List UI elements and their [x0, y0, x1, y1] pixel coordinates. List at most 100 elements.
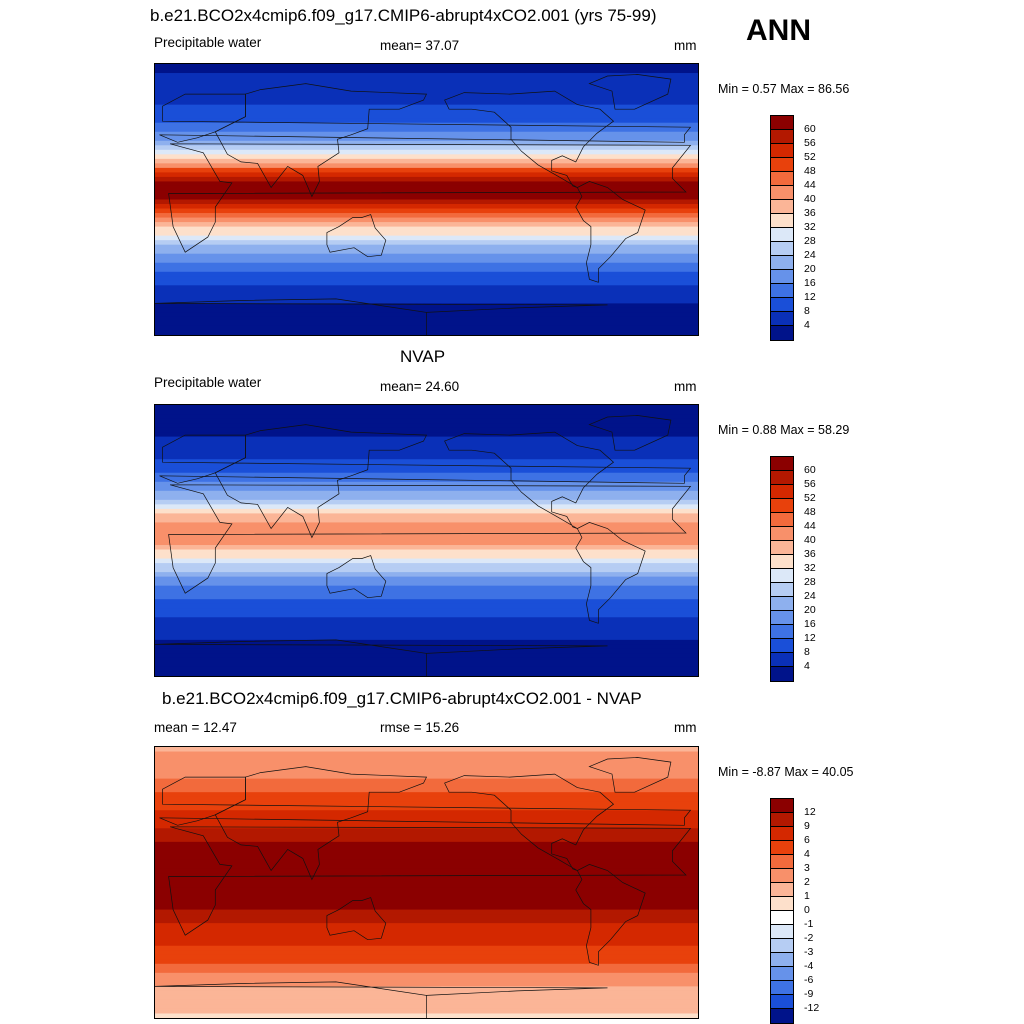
panel-model-units: mm	[674, 38, 697, 53]
colorbar-box	[771, 144, 793, 158]
zonal-band	[155, 222, 698, 228]
zonal-band	[155, 405, 698, 411]
zonal-band	[155, 104, 698, 110]
colorbar-box	[771, 485, 793, 499]
coastline	[155, 298, 608, 335]
zonal-band	[155, 276, 698, 282]
zonal-band	[155, 294, 698, 300]
zonal-band	[155, 599, 698, 605]
colorbar-box	[771, 925, 793, 939]
panel-model-mean: mean= 37.07	[380, 38, 460, 53]
colorbar-label: 4	[804, 660, 810, 672]
colorbar-label: 48	[804, 165, 816, 177]
zonal-band	[155, 810, 698, 816]
colorbar-box	[771, 967, 793, 981]
zonal-band	[155, 280, 698, 286]
colorbar-label: 8	[804, 646, 810, 658]
zonal-band	[155, 887, 698, 893]
zonal-band	[155, 751, 698, 757]
zonal-band	[155, 499, 698, 505]
zonal-band	[155, 535, 698, 542]
panel-diff-map	[154, 746, 699, 1019]
zonal-band	[155, 558, 698, 564]
zonal-band	[155, 100, 698, 106]
zonal-band	[155, 490, 698, 496]
colorbar-box	[771, 457, 793, 471]
colorbar-label: 36	[804, 548, 816, 560]
zonal-band	[155, 244, 698, 250]
colorbar-box	[771, 116, 793, 130]
zonal-band	[155, 258, 698, 264]
colorbar-box	[771, 228, 793, 242]
colorbar-box	[771, 499, 793, 513]
zonal-band	[155, 127, 698, 133]
zonal-band	[155, 832, 698, 838]
colorbar-box	[771, 172, 793, 186]
zonal-band	[155, 990, 698, 997]
colorbar-box	[771, 799, 793, 813]
zonal-band	[155, 459, 698, 465]
zonal-band	[155, 626, 698, 632]
zonal-band	[155, 603, 698, 609]
zonal-band	[155, 941, 698, 947]
zonal-band	[155, 441, 698, 447]
zonal-band	[155, 231, 698, 237]
zonal-band	[155, 253, 698, 259]
zonal-band	[155, 612, 698, 618]
zonal-band	[155, 64, 698, 70]
zonal-band	[155, 526, 698, 533]
panel-diff-rmse: rmse = 15.26	[380, 720, 460, 735]
zonal-band	[155, 68, 698, 74]
colorbar-label: 16	[804, 618, 816, 630]
zonal-band	[155, 86, 698, 92]
zonal-band	[155, 285, 698, 291]
colorbar-box	[771, 827, 793, 841]
colorbar-label: 24	[804, 590, 816, 602]
coastline	[575, 522, 646, 624]
zonal-band	[155, 513, 698, 519]
zonal-band	[155, 423, 698, 429]
zonal-band	[155, 73, 698, 79]
zonal-band	[155, 846, 698, 852]
zonal-band	[155, 307, 698, 314]
zonal-band	[155, 774, 698, 780]
coastline	[588, 757, 672, 793]
zonal-band	[155, 769, 698, 775]
colorbar-label: 60	[804, 464, 816, 476]
zonal-band	[155, 617, 698, 623]
colorbar-label: -9	[804, 988, 814, 1000]
colorbar-label: -4	[804, 960, 814, 972]
colorbar-label: -6	[804, 974, 814, 986]
zonal-band	[155, 217, 698, 223]
zonal-band	[155, 226, 698, 232]
zonal-band	[155, 109, 698, 115]
colorbar-label: 2	[804, 876, 810, 888]
colorbar-label: 20	[804, 604, 816, 616]
zonal-band	[155, 213, 698, 219]
colorbar-box	[771, 611, 793, 625]
colorbar-label: -2	[804, 932, 814, 944]
coastline	[588, 74, 672, 110]
zonal-band	[155, 927, 698, 933]
zonal-band	[155, 414, 698, 420]
colorbar-label: 20	[804, 263, 816, 275]
zonal-band	[155, 981, 698, 987]
zonal-band	[155, 122, 698, 128]
colorbar-box	[771, 653, 793, 667]
colorbar-box	[771, 298, 793, 312]
season-label: ANN	[746, 14, 811, 47]
colorbar-box	[771, 667, 793, 681]
coastline	[168, 143, 692, 253]
zonal-band	[155, 954, 698, 960]
zonal-band	[155, 567, 698, 573]
colorbar-box	[771, 855, 793, 869]
zonal-band	[155, 271, 698, 277]
zonal-band	[155, 185, 698, 192]
colorbar-label: 32	[804, 221, 816, 233]
colorbar-box	[771, 158, 793, 172]
zonal-band	[155, 454, 698, 460]
zonal-band	[155, 909, 698, 915]
panel-model-minmax: Min = 0.57 Max = 86.56	[718, 82, 850, 96]
zonal-band	[155, 882, 698, 888]
colorbar-label: -3	[804, 946, 814, 958]
